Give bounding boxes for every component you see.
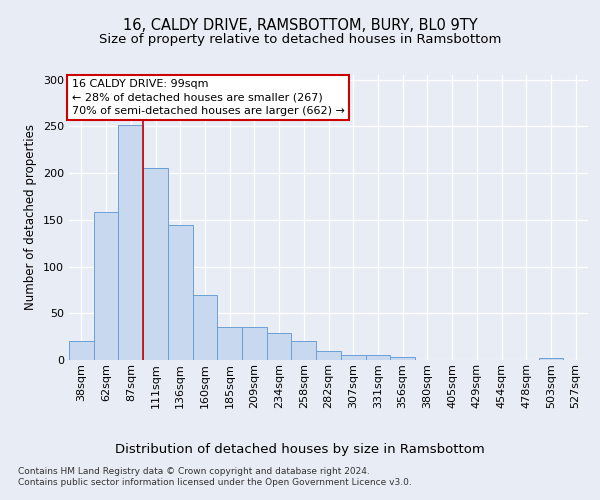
Bar (143, 168, 168, 360)
Bar (539, 358, 563, 360)
Bar (94, 212, 118, 360)
Bar (168, 224, 193, 360)
Bar (242, 328, 267, 360)
Bar (267, 333, 292, 360)
Text: Contains HM Land Registry data © Crown copyright and database right 2024.
Contai: Contains HM Land Registry data © Crown c… (18, 468, 412, 487)
Text: Size of property relative to detached houses in Ramsbottom: Size of property relative to detached ho… (99, 32, 501, 46)
Text: 16, CALDY DRIVE, RAMSBOTTOM, BURY, BL0 9TY: 16, CALDY DRIVE, RAMSBOTTOM, BURY, BL0 9… (122, 18, 478, 32)
Bar (316, 350, 341, 360)
Bar (217, 328, 242, 360)
Bar (341, 356, 365, 360)
Bar (365, 356, 390, 360)
Bar (193, 294, 217, 360)
Bar (390, 357, 415, 360)
Bar (292, 342, 316, 360)
Text: 16 CALDY DRIVE: 99sqm
← 28% of detached houses are smaller (267)
70% of semi-det: 16 CALDY DRIVE: 99sqm ← 28% of detached … (71, 80, 344, 116)
Bar (69, 342, 94, 360)
Text: Distribution of detached houses by size in Ramsbottom: Distribution of detached houses by size … (115, 442, 485, 456)
Y-axis label: Number of detached properties: Number of detached properties (25, 124, 37, 310)
Bar (118, 124, 143, 360)
